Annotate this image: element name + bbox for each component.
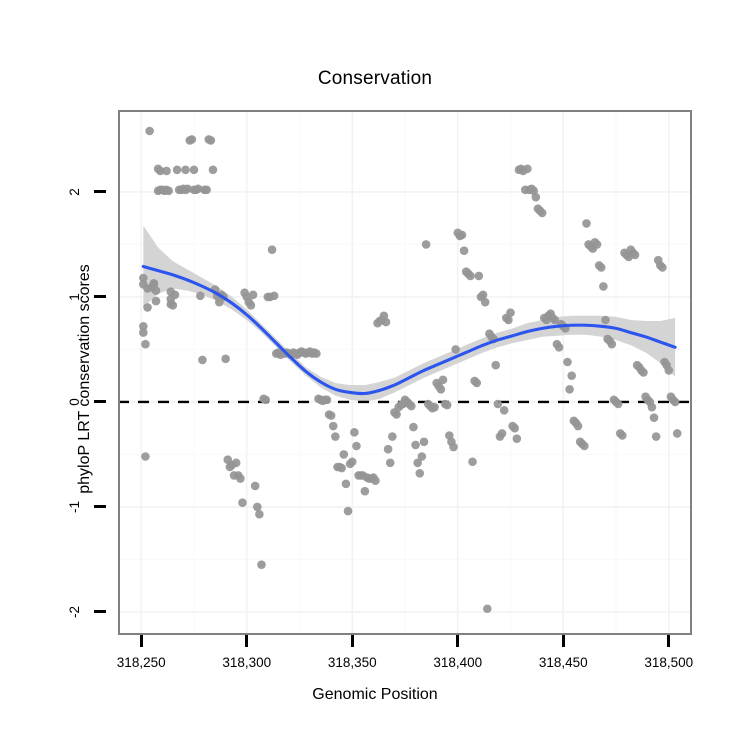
x-tick-mark: [350, 635, 354, 647]
x-tick-label: 318,450: [538, 655, 588, 670]
confidence-ribbon: [143, 225, 676, 402]
x-tick-label: 318,250: [116, 655, 166, 670]
y-tick-mark: [94, 190, 106, 194]
y-tick-mark: [94, 505, 106, 509]
smooth-trend-line: [141, 264, 677, 396]
x-tick-label: 318,350: [327, 655, 377, 670]
x-tick-mark: [561, 635, 565, 647]
x-tick-label: 318,500: [644, 655, 694, 670]
y-tick-mark: [94, 400, 106, 404]
x-tick-label: 318,300: [222, 655, 272, 670]
x-tick-mark: [667, 635, 671, 647]
y-tick-label: 0: [67, 398, 82, 406]
x-tick-mark: [245, 635, 249, 647]
y-tick-label: 2: [67, 188, 82, 196]
panel-border: [118, 110, 692, 635]
x-axis-title: Genomic Position: [312, 686, 438, 703]
x-tick-label: 318,400: [433, 655, 483, 670]
y-axis-title: phyloP LRT conservation scores: [76, 264, 93, 494]
gridlines-minor: [118, 110, 692, 635]
data-points: [139, 126, 682, 614]
plot-panel: [118, 110, 692, 635]
gridlines-major: [118, 110, 692, 635]
y-tick-mark: [94, 295, 106, 299]
chart-title: Conservation: [317, 68, 433, 89]
y-tick-label: -1: [67, 500, 82, 513]
y-tick-label: -2: [67, 605, 82, 618]
y-tick-mark: [94, 610, 106, 614]
x-tick-mark: [456, 635, 460, 647]
x-tick-mark: [139, 635, 143, 647]
y-tick-label: 1: [67, 293, 82, 301]
